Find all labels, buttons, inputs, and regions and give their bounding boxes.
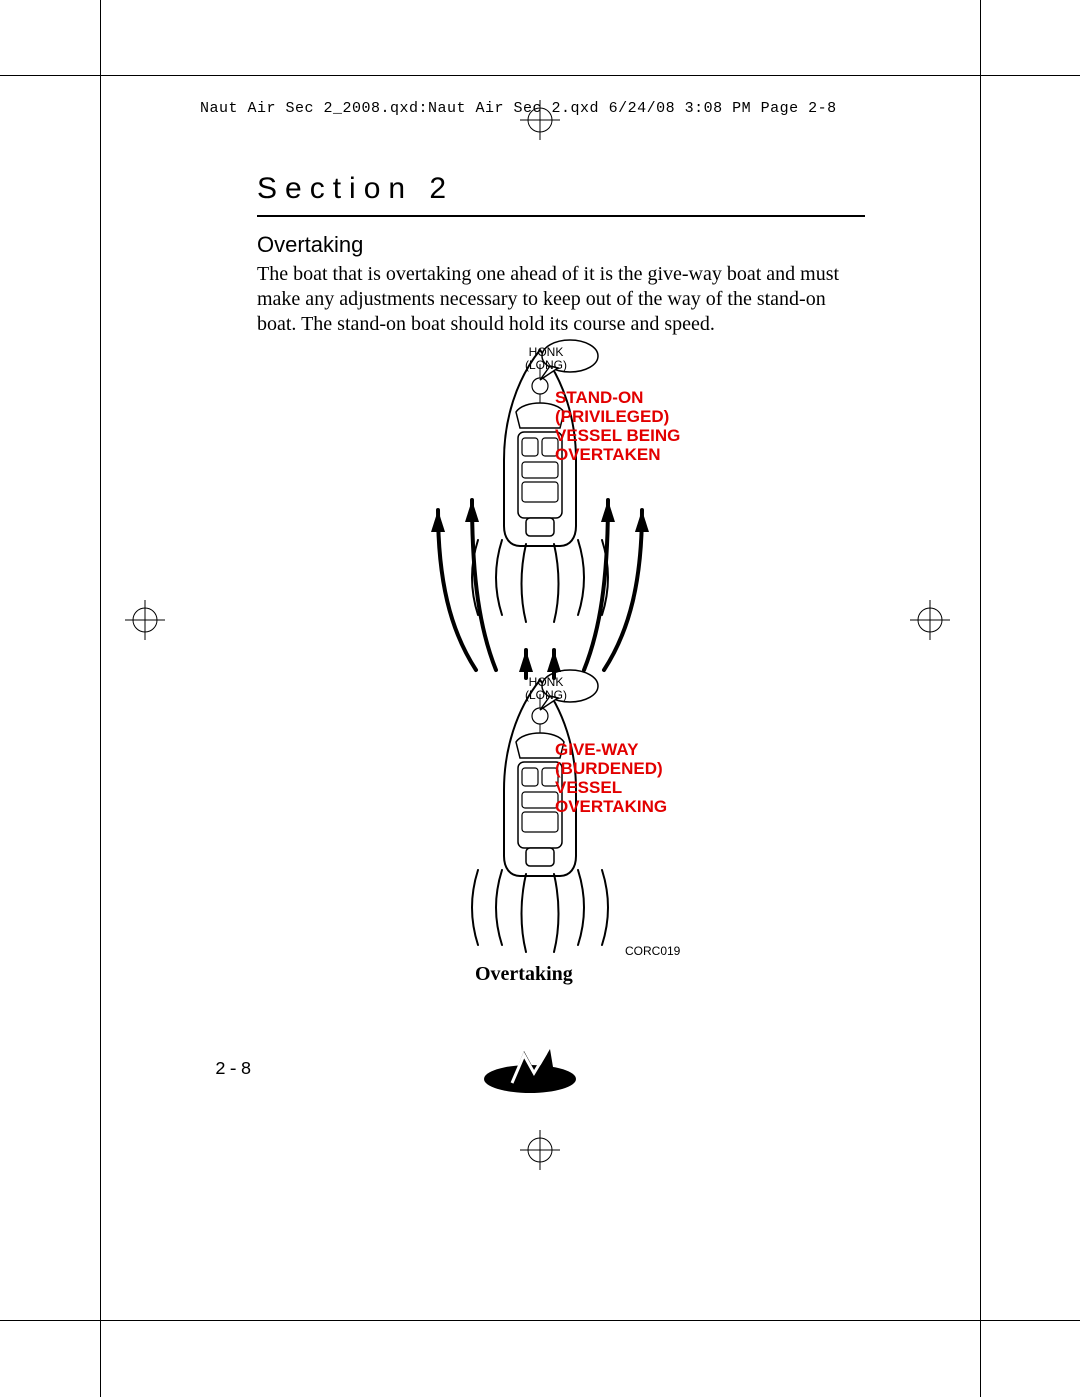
figure-code: CORC019 <box>625 944 680 958</box>
section-title: Section 2 <box>257 172 454 206</box>
crop-line-right <box>980 0 981 1397</box>
brand-logo-icon <box>480 1043 580 1095</box>
reg-mark-right <box>910 600 950 640</box>
give-way-label: GIVE-WAY (BURDENED) VESSEL OVERTAKING <box>555 740 667 816</box>
honk-label-top: HONK (LONG) <box>518 346 574 371</box>
page: Naut Air Sec 2_2008.qxd:Naut Air Sec 2.q… <box>0 0 1080 1397</box>
body-text: The boat that is overtaking one ahead of… <box>257 262 862 337</box>
section-rule <box>257 215 865 217</box>
crop-line-top <box>0 75 1080 76</box>
honk-label-bottom: HONK (LONG) <box>518 676 574 701</box>
crop-line-bottom <box>0 1320 1080 1321</box>
stand-on-label: STAND-ON (PRIVILEGED) VESSEL BEING OVERT… <box>555 388 680 464</box>
page-number: 2-8 <box>215 1060 253 1080</box>
reg-mark-left <box>125 600 165 640</box>
figure-caption: Overtaking <box>475 963 573 986</box>
crop-header-text: Naut Air Sec 2_2008.qxd:Naut Air Sec 2.q… <box>200 100 837 117</box>
reg-mark-bottom <box>520 1130 560 1170</box>
subhead-overtaking: Overtaking <box>257 232 363 258</box>
crop-line-left <box>100 0 101 1397</box>
